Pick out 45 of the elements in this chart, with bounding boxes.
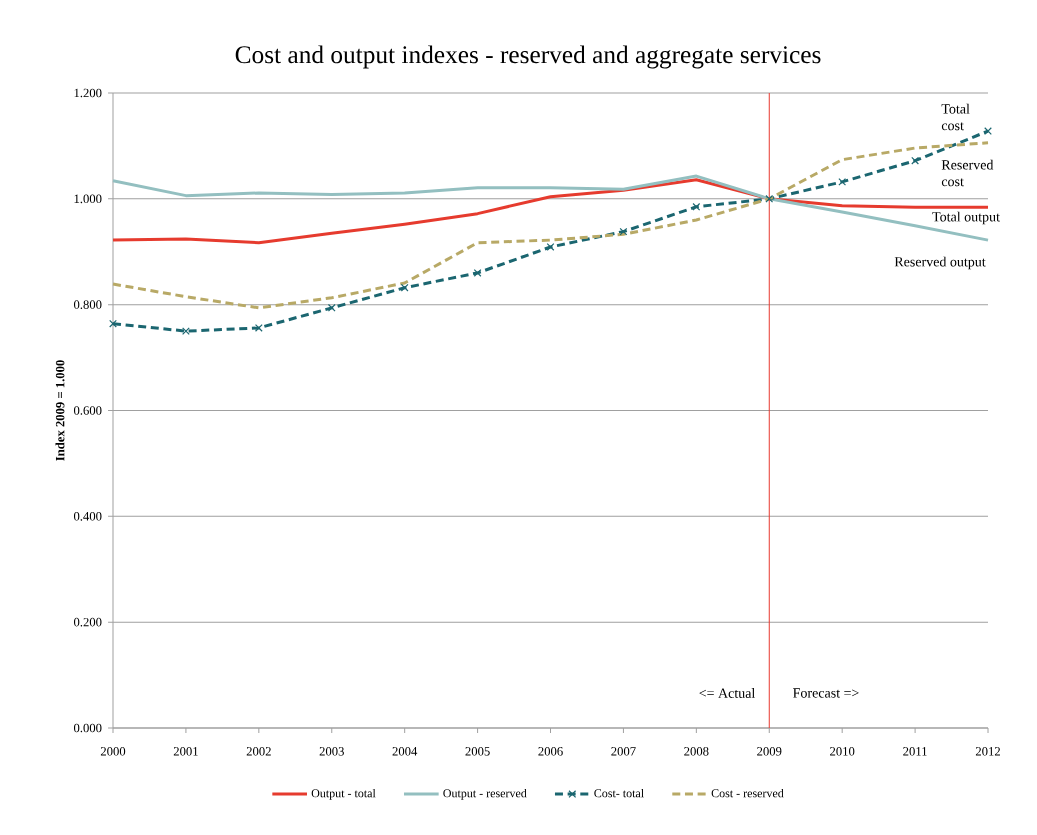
y-tick-label: 0.600 [73, 406, 102, 415]
annotation: Reserved output [894, 256, 986, 270]
x-tick-label: 2006 [538, 747, 563, 756]
legend-label: Cost- total [594, 788, 644, 798]
x-tick-label: 2011 [903, 747, 927, 756]
point [400, 283, 409, 292]
y-tick-label: 1.200 [74, 88, 102, 98]
x-tick-label: 2008 [684, 747, 709, 756]
annotation: Total cost [941, 103, 970, 131]
x-tick-label: 2012 [975, 747, 1000, 756]
chart-title: Cost and output indexes - reserved and aggregate services [235, 45, 821, 69]
point [109, 319, 117, 328]
annotation: Total output [932, 211, 1000, 225]
x-tick-label: 2003 [319, 747, 344, 756]
legend-label: Cost - reserved [711, 788, 784, 798]
y-tick-label: 0.400 [73, 512, 102, 521]
x-tick-label: 2001 [173, 747, 198, 756]
y-tick-label: 1.000 [74, 194, 102, 204]
x-tick-label: 2009 [757, 747, 782, 756]
annotation: Forecast => [793, 688, 859, 698]
y-tick-label: 0.000 [73, 723, 102, 733]
annotation: <= Actual [699, 688, 756, 698]
point [911, 156, 919, 165]
x-tick-label: 2007 [611, 747, 636, 756]
point [619, 227, 628, 236]
y-axis-title: Index 2009 = 1.000 [55, 360, 65, 461]
point [692, 202, 701, 211]
x-tick-label: 2000 [100, 747, 126, 756]
annotation: Reserved cost [941, 159, 994, 187]
point [546, 243, 555, 251]
y-tick-label: 0.200 [73, 617, 102, 627]
x-tick-label: 2004 [392, 747, 418, 756]
point [838, 177, 847, 186]
y-tick-label: 0.800 [73, 300, 102, 309]
point [984, 127, 992, 135]
legend-label: Output - reserved [443, 788, 527, 800]
point [327, 303, 336, 312]
x-tick-label: 2010 [830, 747, 855, 756]
x-tick-label: 2005 [465, 747, 490, 756]
point [765, 194, 774, 203]
legend-label: Output - total [311, 788, 376, 800]
point [182, 327, 190, 336]
point [254, 324, 263, 332]
point [473, 269, 482, 277]
x-tick-label: 2002 [246, 747, 271, 756]
